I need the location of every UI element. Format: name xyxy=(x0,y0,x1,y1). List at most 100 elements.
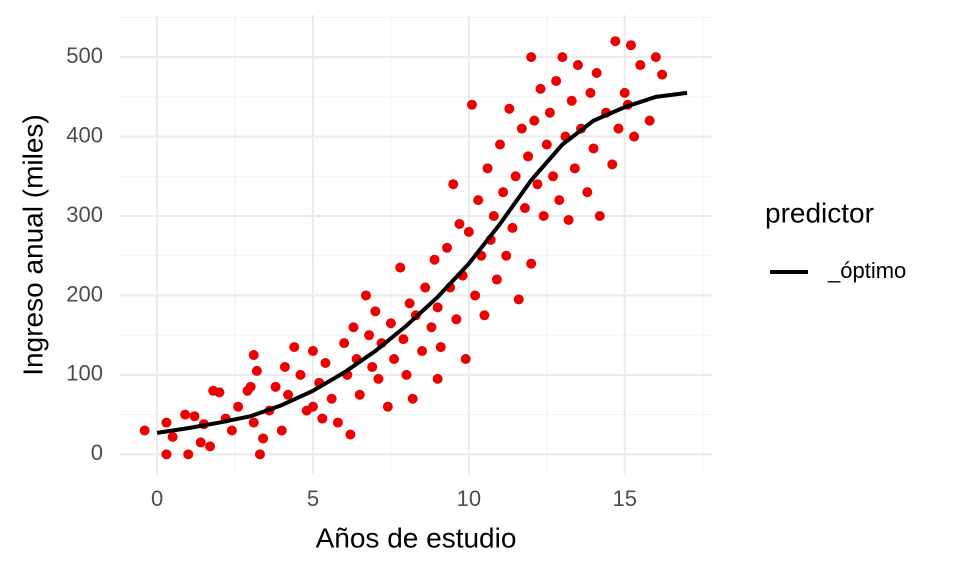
point xyxy=(167,431,178,442)
point xyxy=(644,115,655,126)
y-tick-label: 0 xyxy=(91,440,103,465)
x-tick-label: 5 xyxy=(307,486,319,511)
point xyxy=(501,250,512,261)
x-tick-label: 15 xyxy=(612,486,636,511)
point xyxy=(326,393,337,404)
point xyxy=(320,357,331,368)
point xyxy=(214,387,225,398)
point xyxy=(283,389,294,400)
point xyxy=(504,103,515,114)
point xyxy=(195,437,206,448)
point xyxy=(404,298,415,309)
point xyxy=(532,179,543,190)
legend-title: predictor xyxy=(765,197,874,228)
point xyxy=(607,159,618,170)
point xyxy=(276,425,287,436)
point xyxy=(482,163,493,174)
point xyxy=(466,99,477,110)
point xyxy=(251,365,262,376)
point xyxy=(183,449,194,460)
point xyxy=(566,95,577,106)
point xyxy=(488,211,499,222)
point xyxy=(510,171,521,182)
point xyxy=(395,262,406,273)
point xyxy=(625,40,636,51)
point xyxy=(233,401,244,412)
point xyxy=(610,36,621,47)
point xyxy=(523,151,534,162)
point xyxy=(470,290,481,301)
point xyxy=(572,60,583,71)
y-tick-label: 300 xyxy=(66,202,103,227)
point xyxy=(535,83,546,94)
y-tick-label: 400 xyxy=(66,122,103,147)
point xyxy=(541,139,552,150)
point xyxy=(548,171,559,182)
point xyxy=(473,195,484,206)
point xyxy=(429,254,440,265)
point xyxy=(650,52,661,63)
point xyxy=(463,226,474,237)
point xyxy=(507,222,518,233)
point xyxy=(360,290,371,301)
point xyxy=(180,409,191,420)
point xyxy=(420,282,431,293)
line xyxy=(156,90,688,435)
point xyxy=(491,274,502,285)
point xyxy=(226,425,237,436)
x-axis-title: Años de estudio xyxy=(316,522,517,553)
point xyxy=(348,322,359,333)
point xyxy=(569,163,580,174)
point xyxy=(398,334,409,345)
point xyxy=(538,211,549,222)
point xyxy=(613,123,624,134)
point xyxy=(364,330,375,341)
point xyxy=(448,179,459,190)
point xyxy=(551,75,562,86)
point xyxy=(382,401,393,412)
point xyxy=(582,187,593,198)
point xyxy=(295,369,306,380)
point xyxy=(544,107,555,118)
point xyxy=(373,373,384,384)
legend-label: _óptimo xyxy=(827,258,906,283)
point xyxy=(557,52,568,63)
point xyxy=(594,211,605,222)
point xyxy=(332,417,343,428)
point xyxy=(426,322,437,333)
point xyxy=(189,411,200,422)
point xyxy=(619,87,630,98)
point xyxy=(635,60,646,71)
point xyxy=(245,381,256,392)
point xyxy=(248,350,259,361)
point xyxy=(254,449,265,460)
point xyxy=(258,433,269,444)
point xyxy=(657,69,668,80)
point xyxy=(516,123,527,134)
point xyxy=(519,203,530,214)
point xyxy=(460,354,471,365)
point xyxy=(454,218,465,229)
point xyxy=(317,413,328,424)
point xyxy=(270,381,281,392)
point xyxy=(432,302,443,313)
point xyxy=(385,318,396,329)
point xyxy=(339,338,350,349)
y-tick-label: 500 xyxy=(66,43,103,68)
point xyxy=(307,346,318,357)
y-tick-label: 100 xyxy=(66,361,103,386)
point xyxy=(451,314,462,325)
point xyxy=(526,258,537,269)
point xyxy=(345,429,356,440)
point xyxy=(417,346,428,357)
point xyxy=(389,354,400,365)
point xyxy=(479,310,490,321)
point xyxy=(554,195,565,206)
point xyxy=(591,67,602,78)
point xyxy=(205,441,216,452)
point xyxy=(513,294,524,305)
x-tick-label: 0 xyxy=(151,486,163,511)
point xyxy=(588,143,599,154)
point xyxy=(367,361,378,372)
